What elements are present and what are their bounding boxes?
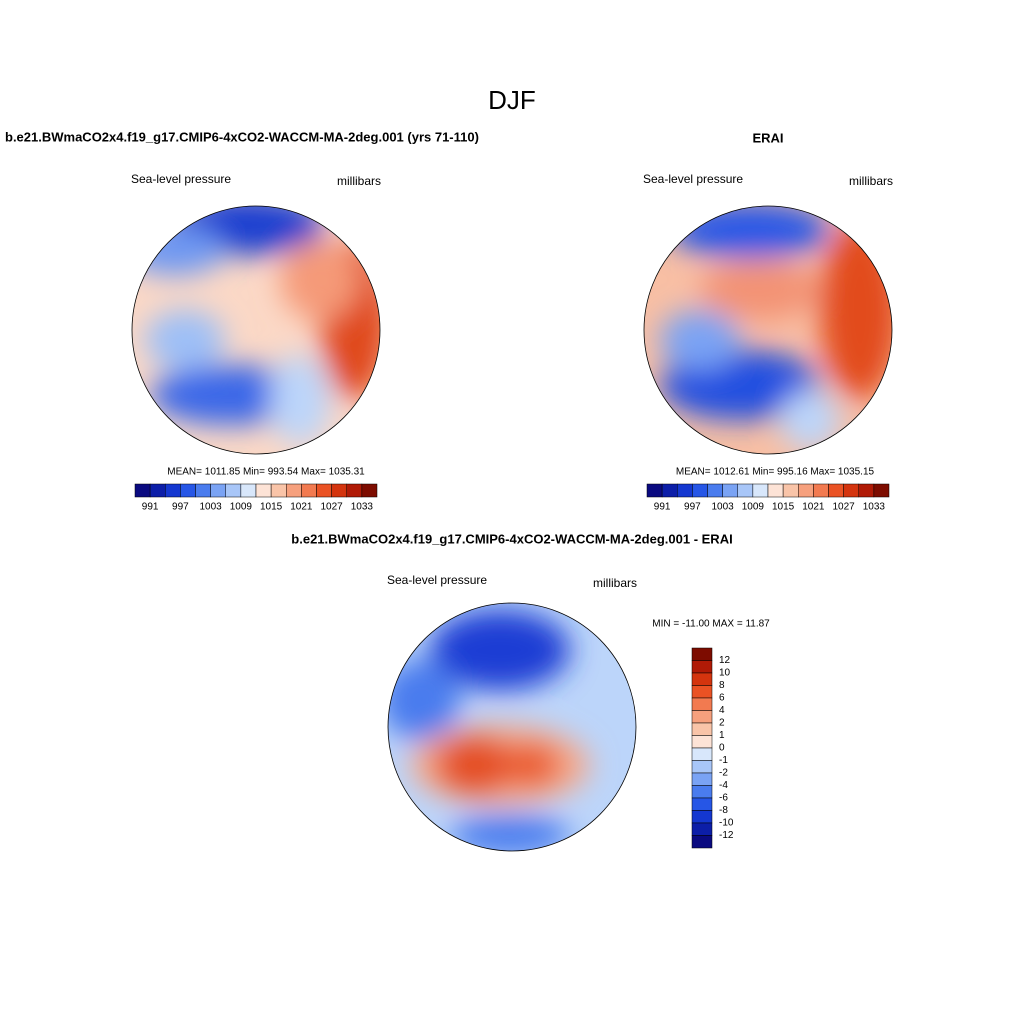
colorbar-box [767, 483, 784, 498]
colorbar-label: 1009 [742, 502, 765, 513]
variable-label: Sea-level pressure [131, 172, 231, 186]
colorbar-box [691, 697, 713, 711]
figure-title: DJF [488, 85, 536, 115]
units-label: millibars [849, 174, 893, 188]
colorbar-label: 1015 [260, 502, 283, 513]
stats: MEAN= 1012.61 Min= 995.16 Max= 1035.15 [676, 467, 875, 478]
colorbar-label: 0 [719, 743, 725, 754]
units-label: millibars [337, 174, 381, 188]
colorbar-box [316, 483, 332, 498]
colorbar-label: 2 [719, 718, 725, 729]
colorbar-box [677, 483, 693, 498]
colorbar-label: -1 [719, 755, 728, 766]
colorbar-label: 991 [142, 502, 159, 513]
colorbar-label: 997 [172, 502, 189, 513]
colorbar-box [798, 483, 814, 498]
colorbar-box [737, 483, 754, 498]
colorbar-box [813, 483, 829, 498]
colorbar-box [691, 710, 713, 724]
colorbar-label: 1021 [802, 502, 825, 513]
stats: MEAN= 1011.85 Min= 993.54 Max= 1035.31 [167, 467, 365, 478]
colorbar-label: 1003 [712, 502, 735, 513]
colorbar-label: 8 [719, 680, 725, 691]
colorbar-box [240, 483, 257, 498]
colorbar-box [691, 797, 713, 811]
colorbar-box [225, 483, 242, 498]
colorbar-label: 1027 [321, 502, 344, 513]
colorbar-box [691, 760, 713, 774]
colorbar-label: 1 [719, 730, 725, 741]
colorbar-box [691, 672, 713, 686]
colorbar-box [843, 483, 859, 498]
colorbar-box [270, 483, 287, 498]
colorbar-label: 997 [684, 502, 701, 513]
colorbar-box [691, 685, 713, 699]
colorbar-label: -6 [719, 793, 728, 804]
colorbar-box [210, 483, 226, 498]
colorbar-label: 1009 [230, 502, 253, 513]
colorbar-box [722, 483, 738, 498]
panel-title: ERAI [752, 130, 783, 145]
colorbar-box [646, 483, 663, 498]
colorbar-box [782, 483, 799, 498]
colorbar-box [149, 483, 166, 498]
colorbar-label: -4 [719, 780, 728, 791]
variable-label: Sea-level pressure [643, 172, 743, 186]
colorbar-box [331, 483, 347, 498]
colorbar-label: 1033 [351, 502, 374, 513]
colorbar-box [691, 810, 713, 824]
colorbar-label: -10 [719, 818, 734, 829]
colorbar-box [691, 747, 713, 761]
colorbar-box [691, 660, 713, 674]
colorbar-label: 4 [719, 705, 725, 716]
variable-label: Sea-level pressure [387, 573, 487, 587]
colorbar-box [692, 483, 708, 498]
colorbar-box [691, 735, 713, 749]
colorbar-label: 1033 [863, 502, 886, 513]
stats: MIN = -11.00 MAX = 11.87 [652, 619, 770, 630]
colorbar-box [691, 835, 713, 849]
colorbar-box [873, 483, 890, 498]
colorbar-box [165, 483, 181, 498]
colorbar-box [134, 483, 151, 498]
colorbar-box [691, 647, 713, 661]
colorbar-box [195, 483, 211, 498]
colorbar-box [707, 483, 723, 498]
colorbar-box [180, 483, 196, 498]
map [132, 206, 380, 454]
colorbar-label: -8 [719, 805, 728, 816]
colorbar-box [691, 822, 713, 836]
colorbar-label: 1027 [833, 502, 856, 513]
map-border [387, 602, 637, 852]
map [388, 603, 636, 851]
panel-title: b.e21.BWmaCO2x4.f19_g17.CMIP6-4xCO2-WACC… [291, 531, 732, 546]
colorbar-label: 12 [719, 655, 731, 666]
colorbar-box [286, 483, 302, 498]
colorbar-box [752, 483, 769, 498]
colorbar-box [301, 483, 317, 498]
colorbar-label: 1015 [772, 502, 795, 513]
colorbar-box [361, 483, 378, 498]
colorbar-box [255, 483, 272, 498]
colorbar-label: 1003 [200, 502, 223, 513]
colorbar-label: -12 [719, 830, 734, 841]
colorbar-box [691, 722, 713, 736]
colorbar-box [691, 785, 713, 799]
colorbar-label: 10 [719, 668, 731, 679]
colorbar-box [828, 483, 844, 498]
units-label: millibars [593, 576, 637, 590]
colorbar-box [661, 483, 678, 498]
colorbar-label: 1021 [290, 502, 313, 513]
panel-title: b.e21.BWmaCO2x4.f19_g17.CMIP6-4xCO2-WACC… [5, 129, 479, 144]
colorbar-label: 991 [654, 502, 671, 513]
colorbar-box [691, 772, 713, 786]
colorbar-label: -2 [719, 768, 728, 779]
colorbar-box [346, 483, 363, 498]
colorbar-box [858, 483, 875, 498]
map-border [131, 205, 381, 455]
colorbar-label: 6 [719, 693, 725, 704]
map-border [643, 205, 893, 455]
